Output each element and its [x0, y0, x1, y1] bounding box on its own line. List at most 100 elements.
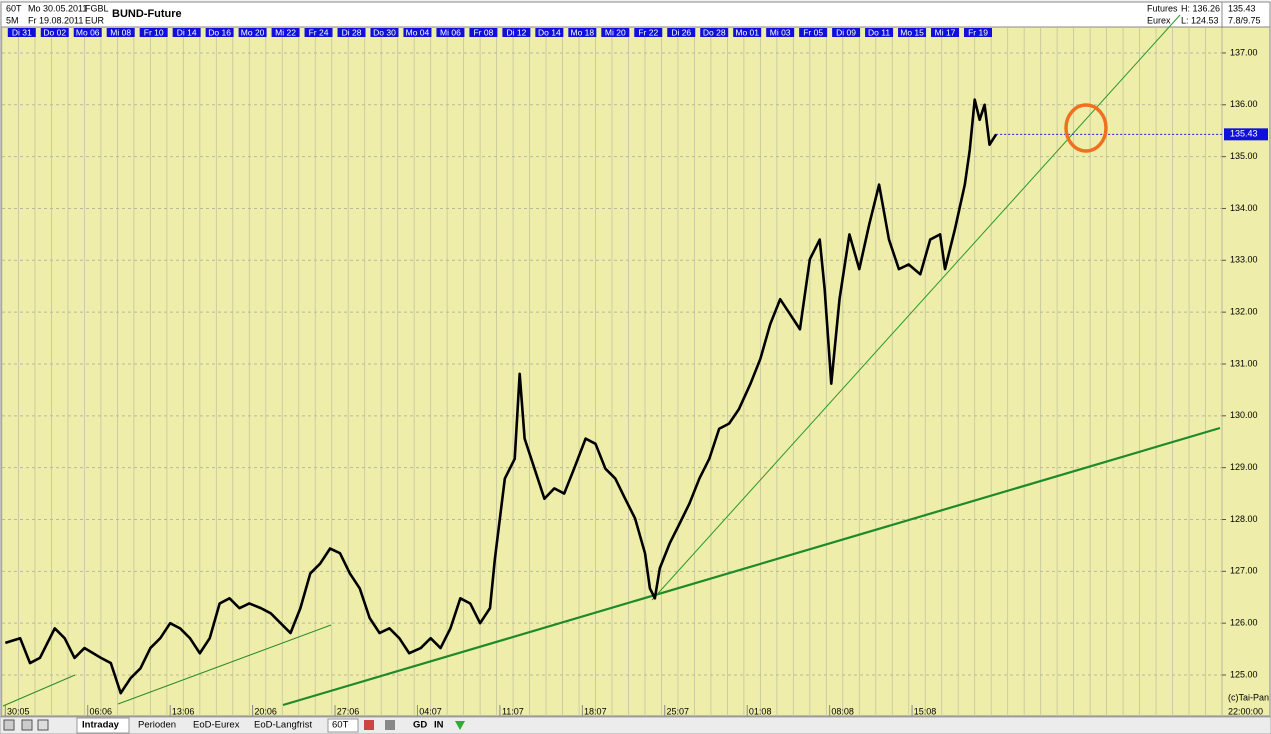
button[interactable]: IN — [434, 720, 444, 731]
low: L: 124.53 — [1181, 15, 1219, 25]
day-label-box — [304, 28, 333, 37]
x-tick-label: 08:08 — [831, 706, 854, 716]
tab[interactable]: EoD-Eurex — [193, 720, 240, 731]
y-tick-label: 131.00 — [1230, 358, 1258, 368]
day-label: Mo 06 — [76, 27, 100, 37]
tab[interactable]: Intraday — [82, 720, 120, 731]
y-tick-label: 134.00 — [1230, 203, 1258, 213]
x-tick-label: 04:07 — [419, 706, 442, 716]
icon[interactable] — [455, 721, 465, 730]
day-label: Mi 08 — [110, 27, 131, 37]
day-label-box — [865, 28, 894, 37]
tab[interactable]: Perioden — [138, 720, 176, 731]
marks: 135.43 — [4, 98, 1268, 695]
symbol: FGBL — [85, 3, 109, 13]
y-tick-label: 125.00 — [1230, 669, 1258, 679]
trendline — [282, 426, 1221, 707]
day-label: Fr 19 — [968, 27, 988, 37]
day-label: Do 28 — [703, 27, 726, 37]
icon[interactable] — [37, 719, 49, 731]
day-label: Do 16 — [208, 27, 231, 37]
day-label-box — [172, 28, 201, 37]
day-label-box — [271, 28, 300, 37]
day-label-box — [7, 28, 36, 37]
toolbar: Intraday Perioden EoD-Eurex EoD-Langfris… — [0, 716, 1271, 734]
button[interactable]: GD — [413, 720, 427, 731]
period-select-text[interactable]: 60T — [332, 720, 349, 731]
day-label: Do 14 — [538, 27, 561, 37]
day-label: Mo 01 — [735, 27, 759, 37]
toolbar-bar — [0, 716, 1271, 734]
trendlines — [2, 14, 1221, 707]
x-tick-label: 06:06 — [89, 706, 112, 716]
range: 5M — [6, 15, 19, 25]
y-tick-label: 129.00 — [1230, 462, 1258, 472]
day-label-box — [634, 28, 663, 37]
y-tick-label: 126.00 — [1230, 618, 1258, 628]
day-label: Mo 15 — [900, 27, 924, 37]
y-tick-label: 128.00 — [1230, 514, 1258, 524]
x-tick-label: 18:07 — [584, 706, 607, 716]
day-label-box — [799, 28, 828, 37]
day-label-box — [700, 28, 729, 37]
header: 60T Mo 30.05.2011 FGBL 5M Fr 19.08.2011 … — [6, 3, 1261, 25]
y-tick-label: 137.00 — [1230, 47, 1258, 57]
tab-active[interactable] — [76, 717, 130, 734]
x-tick-label: 15:08 — [914, 706, 937, 716]
day-label-box — [601, 28, 630, 37]
y-tick-label: 132.00 — [1230, 307, 1258, 317]
day-label: Fr 22 — [638, 27, 658, 37]
price-line — [4, 98, 998, 695]
last: 135.43 — [1228, 3, 1256, 13]
day-label-box — [370, 28, 399, 37]
x-tick-label: 25:07 — [666, 706, 689, 716]
day-label-box — [238, 28, 267, 37]
trendline — [651, 14, 1181, 601]
icon[interactable] — [21, 719, 33, 731]
day-label-box — [403, 28, 432, 37]
from-date: Mo 30.05.2011 — [28, 3, 87, 13]
day-label-box — [502, 28, 531, 37]
day-label-box — [898, 28, 927, 37]
grid: 125.00 126.00 127.00 128.00 129.00 130.00 131.… — [1, 27, 1258, 716]
time: 22:00:00 — [1228, 706, 1263, 716]
period: 60T — [6, 3, 22, 13]
period-select[interactable] — [327, 718, 359, 733]
last-price-label: 135.43 — [1230, 129, 1258, 139]
x-tick-label: 13:06 — [172, 706, 195, 716]
day-label-box — [337, 28, 366, 37]
day-label-box — [568, 28, 597, 37]
y-tick-label: 130.00 — [1230, 410, 1258, 420]
y-tick-label: 127.00 — [1230, 566, 1258, 576]
x-tick-label: 27:06 — [337, 706, 360, 716]
currency: EUR — [85, 15, 105, 25]
day-label-box — [106, 28, 135, 37]
x-tick-label: 30:05 — [7, 706, 30, 716]
trendline — [2, 674, 76, 707]
day-label: Di 12 — [506, 27, 526, 37]
day-label-box — [139, 28, 168, 37]
to-date: Fr 19.08.2011 — [28, 15, 83, 25]
market: Futures — [1147, 3, 1178, 13]
day-label: Do 11 — [868, 27, 890, 37]
day-label-box — [436, 28, 465, 37]
day-label-box — [205, 28, 234, 37]
tab[interactable]: EoD-Langfrist — [254, 720, 312, 731]
chart-title: BUND-Future — [112, 8, 182, 20]
day-label: Di 09 — [836, 27, 856, 37]
day-label: Mi 06 — [440, 27, 461, 37]
x-tick-label: 01:08 — [749, 706, 772, 716]
day-label-box — [535, 28, 564, 37]
icon[interactable] — [3, 719, 15, 731]
icon[interactable] — [385, 720, 395, 730]
chart-panel — [0, 1, 1271, 717]
day-label: Mi 22 — [275, 27, 296, 37]
day-label-box — [931, 28, 960, 37]
day-label: Fr 24 — [309, 27, 329, 37]
icon[interactable] — [364, 720, 374, 730]
y-tick-label: 133.00 — [1230, 255, 1258, 265]
day-label: Di 26 — [671, 27, 691, 37]
day-label: Mi 17 — [935, 27, 956, 37]
day-label-box — [733, 28, 762, 37]
